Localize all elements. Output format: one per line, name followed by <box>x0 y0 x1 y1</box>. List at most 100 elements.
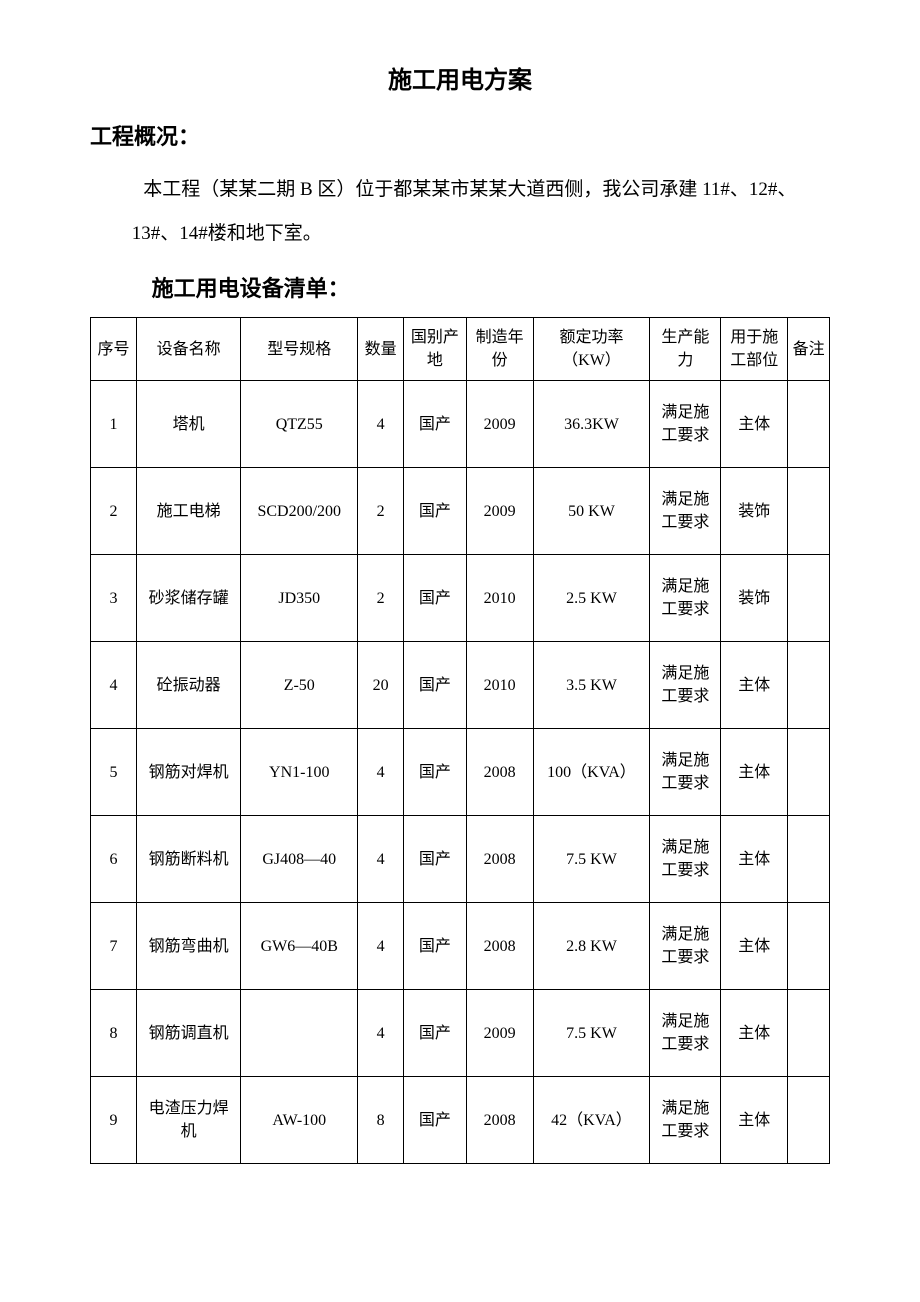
table-cell: QTZ55 <box>241 381 358 468</box>
table-cell <box>788 990 830 1077</box>
table-cell: 2009 <box>466 990 533 1077</box>
table-cell: 国产 <box>404 555 467 642</box>
table-cell: 2.8 KW <box>533 903 650 990</box>
table-cell: 主体 <box>721 729 788 816</box>
overview-paragraph-line2: 13#、14#楼和地下室。 <box>90 215 830 253</box>
table-cell: 7 <box>91 903 137 990</box>
table-cell: 4 <box>358 990 404 1077</box>
table-cell: 国产 <box>404 990 467 1077</box>
table-cell: 国产 <box>404 642 467 729</box>
table-cell: 2010 <box>466 642 533 729</box>
table-header-cell: 国别产地 <box>404 318 467 381</box>
table-cell: 钢筋对焊机 <box>136 729 240 816</box>
table-cell: 塔机 <box>136 381 240 468</box>
section-heading-overview: 工程概况： <box>90 119 830 151</box>
table-cell: 2.5 KW <box>533 555 650 642</box>
table-cell: 7.5 KW <box>533 990 650 1077</box>
table-cell <box>788 729 830 816</box>
table-header-cell: 设备名称 <box>136 318 240 381</box>
table-cell: 42（KVA） <box>533 1077 650 1164</box>
table-cell: 5 <box>91 729 137 816</box>
table-cell <box>788 816 830 903</box>
table-cell: 36.3KW <box>533 381 650 468</box>
table-cell: 2 <box>358 555 404 642</box>
table-cell: 主体 <box>721 990 788 1077</box>
table-cell <box>788 468 830 555</box>
table-row: 9电渣压力焊机AW-1008国产200842（KVA）满足施工要求主体 <box>91 1077 830 1164</box>
table-cell: 满足施工要求 <box>650 990 721 1077</box>
table-cell: 满足施工要求 <box>650 903 721 990</box>
table-header-cell: 额定功率（KW） <box>533 318 650 381</box>
table-cell: 20 <box>358 642 404 729</box>
table-cell: Z-50 <box>241 642 358 729</box>
table-cell: 4 <box>358 729 404 816</box>
table-cell: 2009 <box>466 381 533 468</box>
table-row: 1塔机QTZ554国产200936.3KW满足施工要求主体 <box>91 381 830 468</box>
table-cell: 主体 <box>721 903 788 990</box>
table-cell: 2009 <box>466 468 533 555</box>
table-cell: 钢筋调直机 <box>136 990 240 1077</box>
table-cell: 满足施工要求 <box>650 468 721 555</box>
table-cell: 国产 <box>404 903 467 990</box>
table-cell: 1 <box>91 381 137 468</box>
table-cell <box>788 1077 830 1164</box>
table-cell: 装饰 <box>721 555 788 642</box>
table-cell: 2010 <box>466 555 533 642</box>
table-cell: 满足施工要求 <box>650 816 721 903</box>
table-header-cell: 序号 <box>91 318 137 381</box>
table-cell: 主体 <box>721 1077 788 1164</box>
table-cell: 砂浆储存罐 <box>136 555 240 642</box>
overview-paragraph-line1: 本工程（某某二期 B 区）位于都某某市某某大道西侧，我公司承建 11#、12#、 <box>90 171 830 209</box>
table-header-cell: 制造年份 <box>466 318 533 381</box>
table-cell: 2008 <box>466 903 533 990</box>
table-row: 6钢筋断料机GJ408—404国产20087.5 KW满足施工要求主体 <box>91 816 830 903</box>
table-row: 7钢筋弯曲机GW6—40B4国产20082.8 KW满足施工要求主体 <box>91 903 830 990</box>
table-cell: 8 <box>358 1077 404 1164</box>
table-cell: 施工电梯 <box>136 468 240 555</box>
table-cell: SCD200/200 <box>241 468 358 555</box>
table-cell: 8 <box>91 990 137 1077</box>
table-cell <box>788 642 830 729</box>
table-cell: GW6—40B <box>241 903 358 990</box>
equipment-list-heading: 施工用电设备清单： <box>90 271 830 303</box>
table-cell: 国产 <box>404 381 467 468</box>
table-header-cell: 型号规格 <box>241 318 358 381</box>
table-row: 8钢筋调直机 4国产20097.5 KW满足施工要求主体 <box>91 990 830 1077</box>
table-cell: 2 <box>358 468 404 555</box>
document-title: 施工用电方案 <box>90 60 830 95</box>
table-cell: 7.5 KW <box>533 816 650 903</box>
table-cell: 3.5 KW <box>533 642 650 729</box>
table-cell: 满足施工要求 <box>650 381 721 468</box>
table-cell <box>788 381 830 468</box>
table-header-cell: 备注 <box>788 318 830 381</box>
table-cell: 2008 <box>466 729 533 816</box>
table-cell: 9 <box>91 1077 137 1164</box>
table-cell <box>788 903 830 990</box>
table-cell: JD350 <box>241 555 358 642</box>
table-header-cell: 生产能力 <box>650 318 721 381</box>
table-cell: 钢筋弯曲机 <box>136 903 240 990</box>
table-cell: 主体 <box>721 816 788 903</box>
table-cell: 100（KVA） <box>533 729 650 816</box>
table-cell: YN1-100 <box>241 729 358 816</box>
table-cell: 国产 <box>404 816 467 903</box>
table-header-cell: 用于施工部位 <box>721 318 788 381</box>
table-body: 1塔机QTZ554国产200936.3KW满足施工要求主体2施工电梯SCD200… <box>91 381 830 1164</box>
table-cell: AW-100 <box>241 1077 358 1164</box>
table-cell: 3 <box>91 555 137 642</box>
table-cell: 4 <box>91 642 137 729</box>
table-row: 4砼振动器Z-5020国产20103.5 KW满足施工要求主体 <box>91 642 830 729</box>
table-cell: 2 <box>91 468 137 555</box>
table-row: 5钢筋对焊机YN1-1004国产2008100（KVA）满足施工要求主体 <box>91 729 830 816</box>
table-cell: 满足施工要求 <box>650 1077 721 1164</box>
table-cell: 主体 <box>721 642 788 729</box>
table-cell: 50 KW <box>533 468 650 555</box>
table-cell: 4 <box>358 381 404 468</box>
table-header: 序号设备名称型号规格数量国别产地制造年份额定功率（KW）生产能力用于施工部位备注 <box>91 318 830 381</box>
table-cell: 国产 <box>404 729 467 816</box>
table-cell: 2008 <box>466 816 533 903</box>
table-cell: 电渣压力焊机 <box>136 1077 240 1164</box>
table-header-cell: 数量 <box>358 318 404 381</box>
equipment-table: 序号设备名称型号规格数量国别产地制造年份额定功率（KW）生产能力用于施工部位备注… <box>90 317 830 1164</box>
table-cell: 2008 <box>466 1077 533 1164</box>
